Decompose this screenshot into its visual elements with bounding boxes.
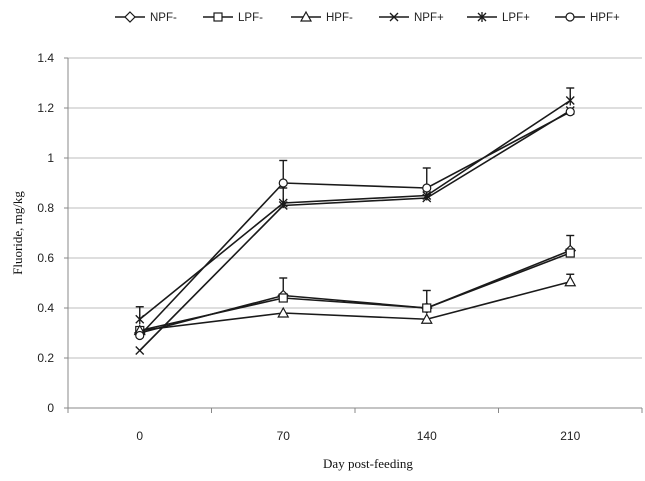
y-tick-label: 0.8 [37, 201, 54, 215]
series-line [139, 249, 571, 334]
point-marker [213, 12, 223, 22]
y-tick-label: 0 [47, 401, 54, 415]
point-marker [124, 11, 136, 23]
point-marker [389, 12, 399, 22]
y-tick-label: 0.4 [37, 301, 54, 315]
square-marker [565, 248, 575, 258]
legend-label: LPF+ [502, 12, 530, 24]
x-tick-label: 70 [277, 429, 291, 443]
x-marker-stroke [389, 12, 399, 22]
x-tick-labels: 0 70 140 210 [136, 429, 580, 443]
x-tick-label: 210 [560, 429, 580, 443]
y-axis-title: Fluoride, mg/kg [10, 191, 25, 275]
legend: NPF- LPF- HPF- NPF+ LPF+ HPF+ [115, 10, 620, 24]
y-tick-label: 0.6 [37, 251, 54, 265]
circle-marker [565, 12, 575, 22]
point-marker [565, 107, 575, 117]
legend-label: NPF- [150, 12, 177, 24]
series-hpf- [133, 273, 577, 336]
legend-label: NPF+ [414, 12, 444, 24]
diamond-marker [124, 11, 136, 23]
series-lpf- [135, 248, 575, 336]
circle-marker [422, 183, 432, 193]
series-line [139, 99, 571, 320]
legend-item: HPF+ [555, 12, 620, 24]
point-marker [564, 275, 577, 287]
point-marker [422, 183, 432, 193]
point-marker [277, 306, 290, 318]
x-tick-label: 0 [136, 429, 143, 443]
series-line [139, 252, 571, 332]
legend-item: LPF- [203, 12, 263, 24]
point-marker [565, 12, 575, 22]
y-tick-label: 1.4 [37, 51, 54, 65]
square-marker [278, 293, 288, 303]
point-marker [422, 303, 432, 313]
point-marker [135, 330, 145, 341]
y-tick-label: 0.2 [37, 351, 54, 365]
triangle-marker [420, 313, 433, 324]
legend-label: HPF+ [590, 12, 620, 24]
y-tick-labels: 0 0.2 0.4 0.6 0.8 1 1.2 1.4 [37, 51, 54, 415]
circle-marker [135, 330, 145, 341]
x-tick-label: 140 [417, 429, 437, 443]
x-marker-stroke [135, 346, 145, 355]
square-marker [422, 303, 432, 313]
circle-marker [278, 178, 288, 188]
series-line [139, 280, 571, 332]
point-marker [299, 10, 313, 22]
series-lpf- [135, 87, 575, 325]
gridlines [64, 57, 643, 413]
circle-marker [565, 107, 575, 117]
triangle-marker [299, 10, 313, 22]
legend-label: LPF- [238, 12, 263, 24]
y-tick-label: 1.2 [37, 101, 54, 115]
x-axis-title: Day post-feeding [323, 456, 413, 471]
legend-item: HPF- [291, 10, 353, 24]
y-tick-label: 1 [47, 151, 54, 165]
point-marker [278, 198, 288, 208]
legend-item: NPF+ [379, 12, 444, 24]
series-hpf- [135, 107, 575, 341]
triangle-marker [277, 306, 290, 318]
legend-item: NPF- [115, 11, 177, 24]
point-marker [420, 313, 433, 324]
point-marker [135, 314, 145, 325]
point-marker [135, 346, 145, 355]
series-line [139, 111, 571, 337]
legend-label: HPF- [326, 12, 353, 24]
legend-item: LPF+ [467, 12, 530, 24]
point-marker [278, 178, 288, 188]
axes [67, 58, 642, 409]
point-marker [565, 95, 575, 106]
square-marker [213, 12, 223, 22]
point-marker [565, 248, 575, 258]
series-line [139, 109, 571, 352]
triangle-marker [564, 275, 577, 287]
point-marker [278, 293, 288, 303]
point-marker [477, 12, 487, 22]
series-group [133, 87, 577, 355]
